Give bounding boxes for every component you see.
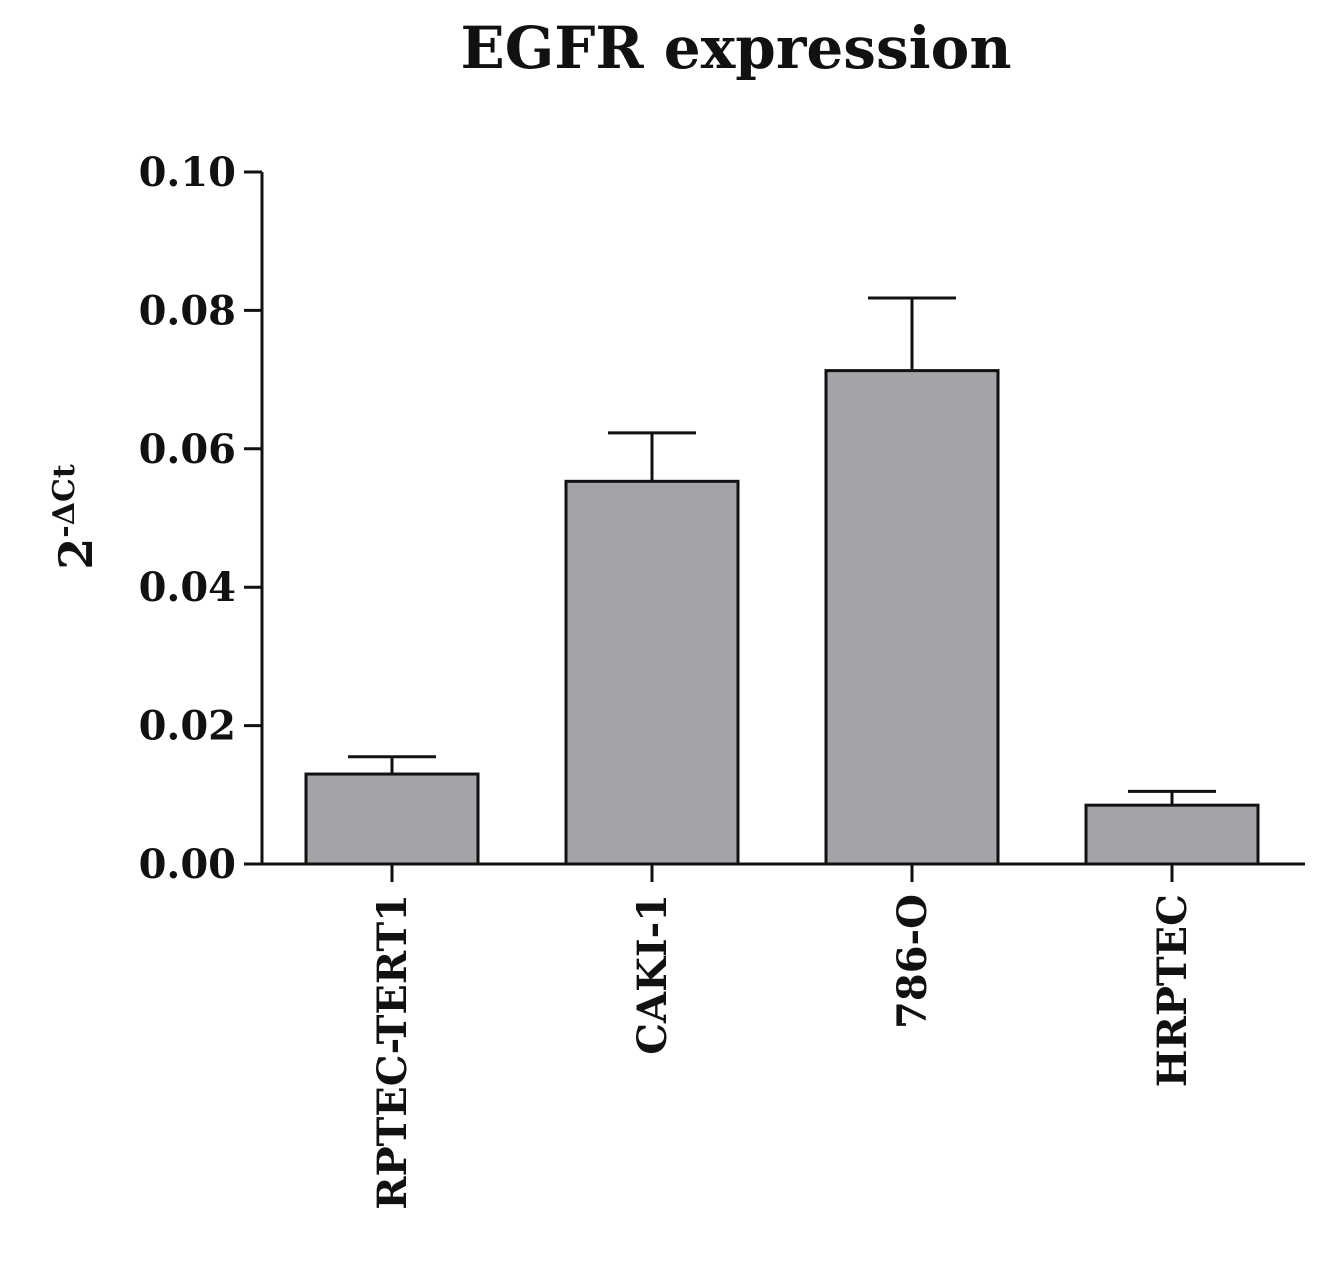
bar-786-o xyxy=(824,369,1000,866)
bar-caki-1 xyxy=(564,479,740,866)
y-tick-label: 0.04 xyxy=(139,564,236,611)
x-axis xyxy=(262,862,1305,882)
bars xyxy=(304,369,1260,866)
x-category-label: 786-O xyxy=(889,894,936,1029)
x-category-label: CAKI-1 xyxy=(629,894,676,1055)
error-bars xyxy=(348,296,1216,806)
y-tick-label: 0.06 xyxy=(139,426,236,473)
y-tick-label: 0.10 xyxy=(139,149,236,196)
y-axis: 0.00 0.02 0.04 0.06 0.08 0.10 xyxy=(139,149,264,888)
y-tick-label: 0.00 xyxy=(139,841,236,888)
x-category-label: RPTEC-TERT1 xyxy=(369,894,416,1210)
y-tick-label: 0.02 xyxy=(139,703,236,750)
svg-text:2-ΔCt: 2-ΔCt xyxy=(47,464,103,570)
category-labels: RPTEC-TERT1 CAKI-1 786-O HRPTEC xyxy=(369,894,1196,1210)
bar-rptec-tert1 xyxy=(304,772,480,866)
chart-title: EGFR expression xyxy=(461,14,1012,82)
y-axis-label-base: 2 xyxy=(49,538,103,570)
y-axis-label-superscript: -ΔCt xyxy=(47,464,82,538)
x-category-label: HRPTEC xyxy=(1149,894,1196,1087)
bar-hrptec xyxy=(1084,803,1260,866)
y-tick-label: 0.08 xyxy=(139,287,236,334)
y-axis-label: 2-ΔCt xyxy=(47,464,103,570)
